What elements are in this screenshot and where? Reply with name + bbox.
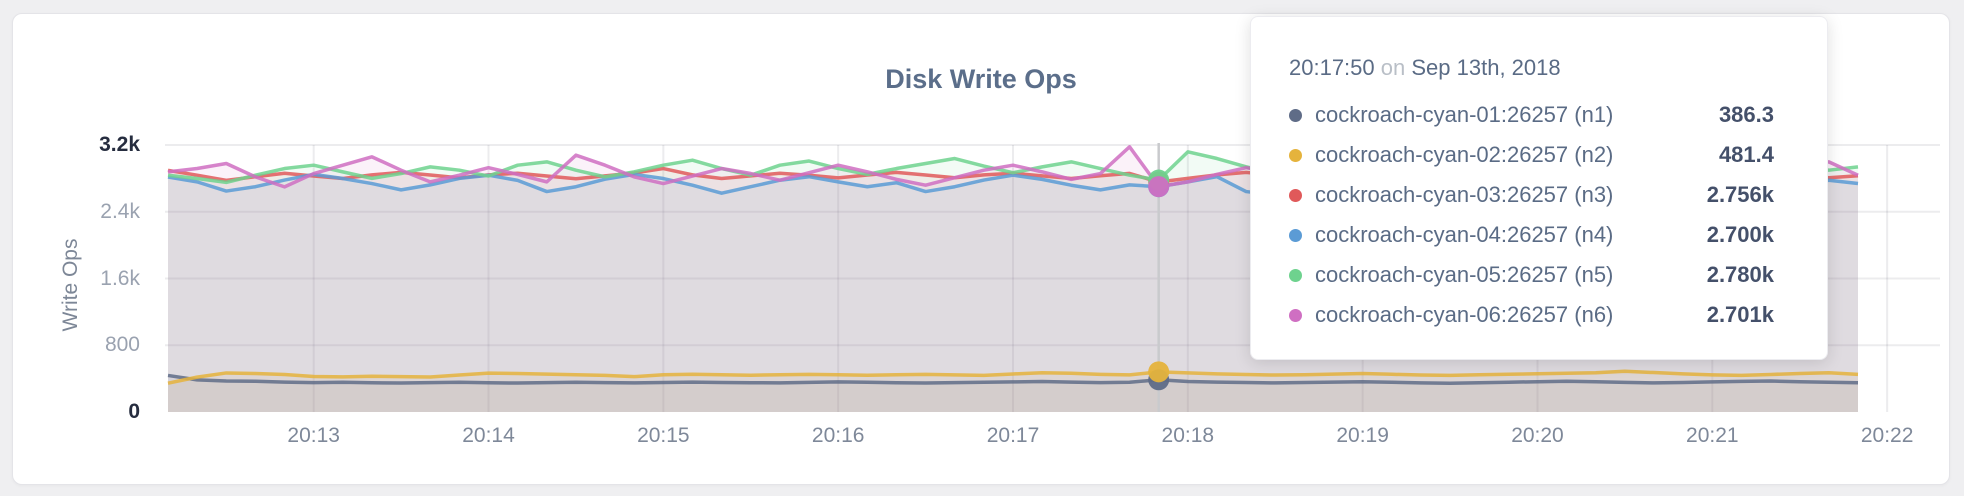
hover-dot	[1148, 361, 1170, 383]
hover-dots	[1148, 169, 1170, 391]
series-label: cockroach-cyan-04:26257 (n4)	[1315, 222, 1614, 247]
series-color-dot	[1289, 108, 1302, 122]
x-tick-label: 20:22	[1860, 424, 1914, 447]
tooltip-series-row: cockroach-cyan-01:26257 (n1) 386.3	[1289, 95, 1774, 135]
tooltip-date: Sep 13th, 2018	[1411, 55, 1561, 80]
series-value: 386.3	[1718, 102, 1774, 127]
series-value: 2.700k	[1706, 222, 1774, 247]
series-label: cockroach-cyan-05:26257 (n5)	[1315, 262, 1614, 287]
series-label: cockroach-cyan-02:26257 (n2)	[1315, 142, 1614, 167]
tooltip-time: 20:17:50	[1289, 55, 1375, 80]
series-label: cockroach-cyan-03:26257 (n3)	[1315, 182, 1614, 207]
tooltip-rows: cockroach-cyan-01:26257 (n1) 386.3 cockr…	[1289, 95, 1774, 335]
x-tick-label: 20:14	[462, 424, 515, 447]
series-color-dot	[1289, 148, 1302, 162]
series-color-dot	[1289, 228, 1302, 242]
x-tick-label: 20:18	[1161, 424, 1215, 447]
x-tick-label: 20:13	[287, 424, 340, 447]
x-tick-label: 20:19	[1336, 424, 1389, 447]
series-line	[167, 373, 1859, 385]
series-value: 2.756k	[1706, 182, 1774, 207]
y-tick-label: 2.4k	[100, 199, 140, 223]
series-value: 481.4	[1718, 142, 1774, 167]
series-color-dot	[1289, 268, 1302, 282]
y-tick-label: 800	[104, 333, 140, 357]
series-label: cockroach-cyan-01:26257 (n1)	[1315, 102, 1614, 127]
tooltip-header: 20:17:50 on Sep 13th, 2018	[1289, 53, 1774, 83]
tooltip-series-row: cockroach-cyan-03:26257 (n3) 2.756k	[1289, 175, 1774, 215]
y-tick-label: 1.6k	[100, 266, 140, 290]
x-tick-label: 20:20	[1511, 424, 1564, 447]
chart-title: Disk Write Ops	[885, 64, 1077, 94]
tooltip-series-row: cockroach-cyan-05:26257 (n5) 2.780k	[1289, 255, 1774, 295]
x-tick-label: 20:16	[811, 424, 865, 447]
series-label: cockroach-cyan-06:26257 (n6)	[1315, 302, 1614, 327]
series-line	[167, 369, 1859, 385]
series-value: 2.780k	[1706, 262, 1774, 287]
tooltip-series-row: cockroach-cyan-06:26257 (n6) 2.701k	[1289, 295, 1774, 335]
x-tick-label: 20:15	[637, 424, 690, 447]
tooltip-connector: on	[1380, 55, 1406, 80]
y-tick-label: 0	[128, 400, 140, 423]
tooltip-series-row: cockroach-cyan-02:26257 (n2) 481.4	[1289, 135, 1774, 175]
tooltip-series-row: cockroach-cyan-04:26257 (n4) 2.700k	[1289, 215, 1774, 255]
series-color-dot	[1289, 308, 1302, 322]
x-tick-label: 20:17	[986, 424, 1040, 447]
hover-tooltip: 20:17:50 on Sep 13th, 2018 cockroach-cya…	[1250, 16, 1828, 360]
x-tick-label: 20:21	[1686, 424, 1739, 447]
hover-dot	[1148, 176, 1170, 198]
series-color-dot	[1289, 188, 1302, 202]
y-tick-label: 3.2k	[99, 133, 140, 156]
series-value: 2.701k	[1706, 302, 1774, 327]
